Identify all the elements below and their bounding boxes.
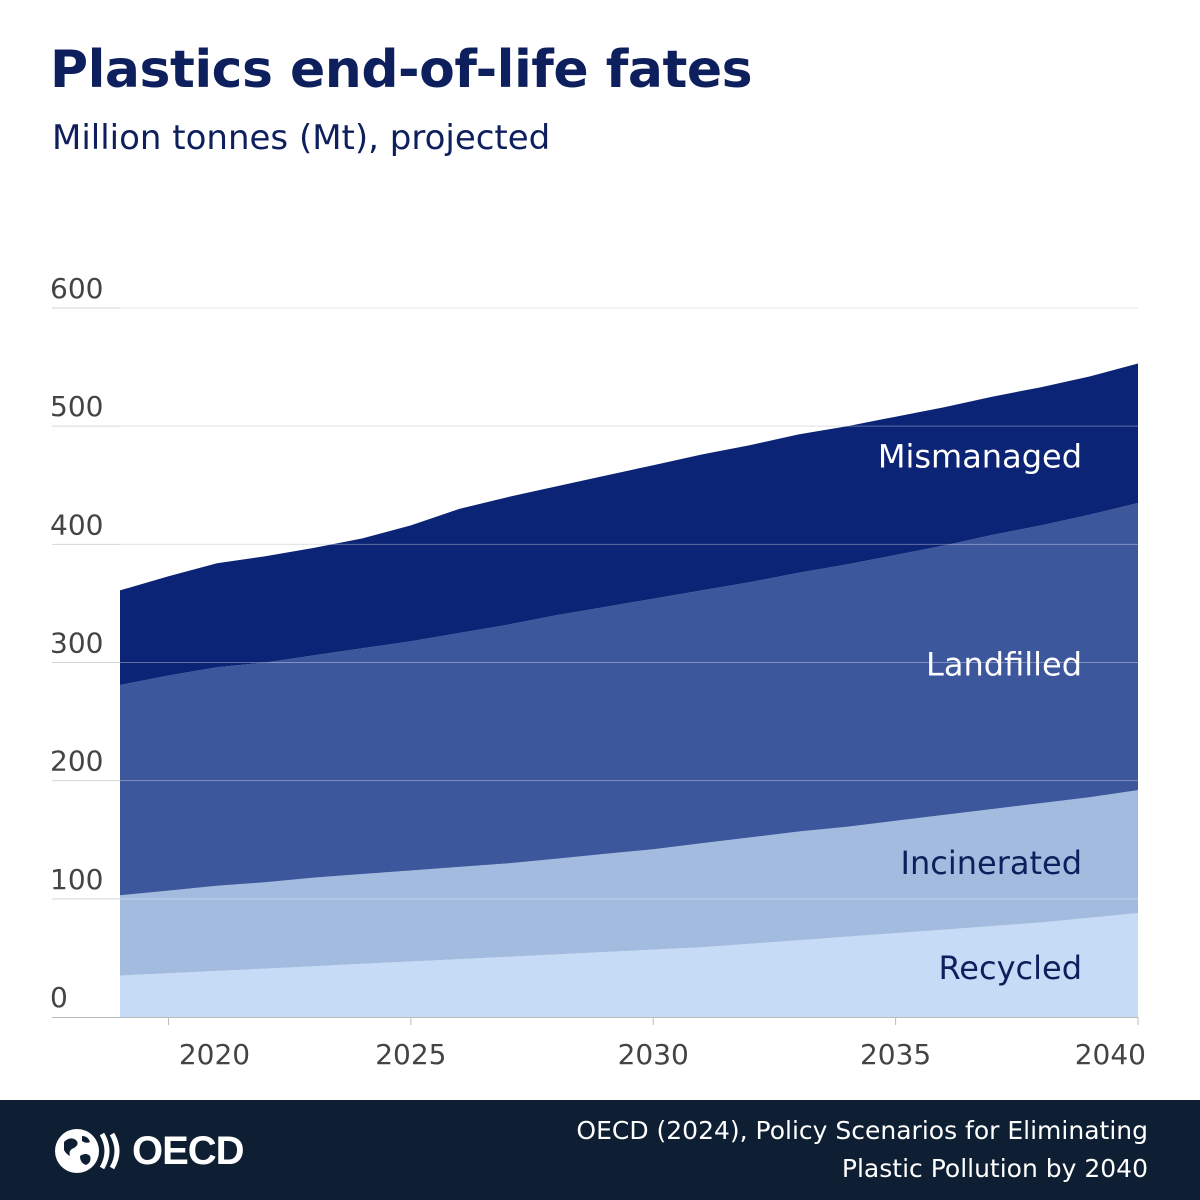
area-recycled bbox=[120, 913, 1138, 1017]
y-tick-label: 0 bbox=[50, 981, 68, 1014]
logo-text: OECD bbox=[132, 1128, 245, 1173]
x-tick-label: 2035 bbox=[860, 1038, 931, 1071]
area-landfilled bbox=[120, 503, 1138, 896]
axes: 0 100 200 300 400 500 600 2020 2025 2030 2035 2040 bbox=[50, 272, 1146, 1071]
oecd-logo: OECD bbox=[52, 1126, 245, 1176]
series-label-mismanaged: Mismanaged bbox=[878, 437, 1082, 475]
x-tick-label: 2040 bbox=[1075, 1038, 1146, 1071]
oecd-globe-icon bbox=[55, 1129, 120, 1173]
series-labels: Recycled Incinerated Landfilled Mismanaged bbox=[120, 307, 1138, 987]
series-label-incinerated: Incinerated bbox=[901, 844, 1082, 882]
series-label-landfilled: Landfilled bbox=[926, 645, 1082, 683]
y-tick-label: 100 bbox=[50, 863, 103, 896]
area-incinerated bbox=[120, 790, 1138, 976]
source-citation: OECD (2024), Policy Scenarios for Elimin… bbox=[576, 1112, 1148, 1188]
x-tick-label: 2025 bbox=[375, 1038, 446, 1071]
area-series bbox=[120, 363, 1138, 1017]
y-tick-label: 200 bbox=[50, 745, 103, 778]
page-title: Plastics end-of-life fates bbox=[50, 40, 753, 100]
page-subtitle: Million tonnes (Mt), projected bbox=[52, 118, 551, 158]
y-tick-label: 500 bbox=[50, 390, 103, 423]
x-tick-label: 2020 bbox=[179, 1038, 250, 1071]
source-line-2: Plastic Pollution by 2040 bbox=[841, 1154, 1148, 1183]
series-label-recycled: Recycled bbox=[939, 949, 1083, 987]
source-line-1: OECD (2024), Policy Scenarios for Elimin… bbox=[576, 1116, 1148, 1145]
area-mismanaged bbox=[120, 363, 1138, 685]
footer-bar: OECD OECD (2024), Policy Scenarios for E… bbox=[0, 1100, 1200, 1200]
y-tick-label: 400 bbox=[50, 508, 103, 541]
y-tick-label: 600 bbox=[50, 272, 103, 305]
x-tick-label: 2030 bbox=[618, 1038, 689, 1071]
y-tick-label: 300 bbox=[50, 627, 103, 660]
